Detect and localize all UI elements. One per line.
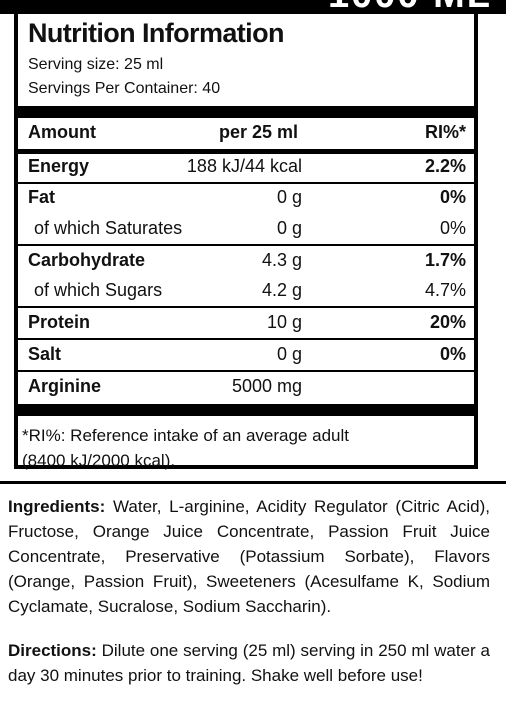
nutrient-value: 188 kJ/44 kcal [186, 156, 302, 176]
nutrient-value: 5000 mg [231, 376, 302, 396]
row-rule [18, 182, 474, 184]
nutrient-name: Protein [28, 312, 91, 332]
nutrient-ri: 20% [429, 312, 466, 332]
directions-label: Directions: [8, 641, 97, 660]
nutrient-value: 4.2 g [261, 280, 302, 300]
volume-text: 1000 ML [328, 0, 492, 14]
table-row: Carbohydrate 4.3 g 1.7% [18, 245, 474, 276]
nutrient-name: of which Saturates [34, 218, 183, 238]
header-per: per 25 ml [218, 122, 298, 142]
divider-thick [18, 106, 474, 118]
table-header-row: Amount per 25 ml RI%* [18, 117, 474, 148]
nutrition-table-box: Nutrition Information Serving size: 25 m… [14, 14, 478, 470]
row-rule [18, 306, 474, 308]
divider-header [18, 149, 474, 154]
nutrient-ri: 0% [439, 344, 466, 364]
table-row: Salt 0 g 0% [18, 339, 474, 370]
reference-intake-footnote: *RI%: Reference intake of an average adu… [22, 423, 462, 473]
header-ri: RI%* [424, 122, 466, 142]
directions-paragraph: Directions: Dilute one serving (25 ml) s… [8, 638, 490, 688]
nutrient-ri: 0% [439, 218, 466, 238]
table-row: Protein 10 g 20% [18, 307, 474, 338]
ingredients-label: Ingredients: [8, 497, 106, 516]
nutrient-name: of which Sugars [34, 280, 163, 300]
nutrient-ri: 2.2% [424, 156, 466, 176]
directions-text: Dilute one serving (25 ml) serving in 25… [8, 641, 490, 685]
nutrient-name: Salt [28, 344, 62, 364]
nutrition-title: Nutrition Information [28, 18, 284, 48]
table-row: Arginine 5000 mg [18, 371, 474, 402]
nutrient-name: Arginine [28, 376, 102, 396]
ingredients-paragraph: Ingredients: Water, L-arginine, Acidity … [8, 494, 490, 619]
serving-size: Serving size: 25 ml [28, 56, 164, 73]
nutrient-ri: 1.7% [424, 250, 466, 270]
header-amount: Amount [28, 122, 96, 142]
nutrient-value: 10 g [266, 312, 302, 332]
servings-per-container: Servings Per Container: 40 [28, 80, 221, 97]
nutrient-name: Fat [28, 187, 55, 207]
table-row: of which Saturates 0 g 0% [18, 213, 474, 244]
ingredients-text: Water, L-arginine, Acidity Regulator (Ci… [8, 497, 490, 616]
nutrient-value: 0 g [276, 344, 302, 364]
footnote-line: *RI%: Reference intake of an average adu… [22, 426, 349, 445]
divider-thick-bottom [18, 404, 474, 416]
nutrient-value: 0 g [276, 218, 302, 238]
nutrient-ri: 0% [439, 187, 466, 207]
nutrition-panel: Nutrition Information Serving size: 25 m… [0, 14, 506, 481]
table-row: of which Sugars 4.2 g 4.7% [18, 275, 474, 306]
nutrient-value: 4.3 g [261, 250, 302, 270]
table-row: Energy 188 kJ/44 kcal 2.2% [18, 151, 474, 182]
row-rule [18, 244, 474, 246]
ingredients-panel: Ingredients: Water, L-arginine, Acidity … [0, 481, 506, 720]
top-strip: 1000 ML [0, 0, 506, 14]
nutrient-name: Energy [28, 156, 90, 176]
row-rule [18, 370, 474, 372]
table-row: Fat 0 g 0% [18, 182, 474, 213]
nutrient-name: Carbohydrate [28, 250, 146, 270]
footnote-line: (8400 kJ/2000 kcal). [22, 451, 176, 470]
row-rule [18, 338, 474, 340]
nutrient-ri: 4.7% [424, 280, 466, 300]
nutrient-value: 0 g [276, 187, 302, 207]
